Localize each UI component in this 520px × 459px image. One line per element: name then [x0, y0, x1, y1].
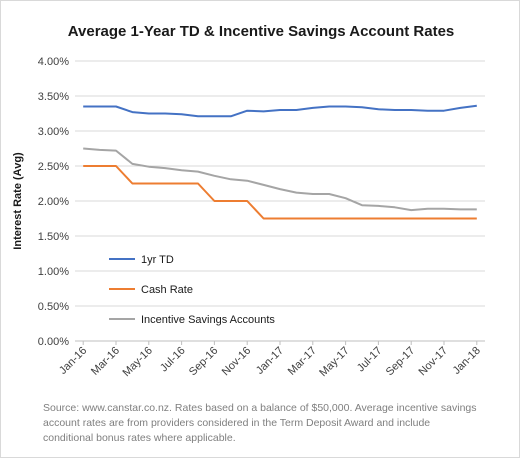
y-tick-label: 4.00% — [38, 56, 69, 68]
x-tick-label: Sep-17 — [384, 345, 418, 379]
source-note: Source: www.canstar.co.nz. Rates based o… — [43, 402, 477, 444]
y-tick-label: 0.00% — [38, 336, 69, 348]
x-tick-label: Nov-16 — [220, 345, 254, 379]
legend-label: Incentive Savings Accounts — [141, 314, 275, 326]
legend-label: Cash Rate — [141, 284, 193, 296]
y-axis-title: Interest Rate (Avg) — [12, 152, 24, 250]
series-lines — [83, 104, 477, 220]
legend: 1yr TD Cash Rate Incentive Savings Account… — [109, 254, 275, 326]
y-tick-label: 1.00% — [38, 266, 69, 278]
series-line — [83, 147, 477, 212]
y-tick-label: 2.00% — [38, 196, 69, 208]
y-tick-label: 3.50% — [38, 91, 69, 103]
x-tick-label: Mar-17 — [286, 345, 319, 378]
chart-title: Average 1-Year TD & Incentive Savings Ac… — [68, 23, 455, 40]
y-tick-label: 0.50% — [38, 301, 69, 313]
gridlines — [75, 60, 485, 342]
x-tick-label: May-16 — [120, 345, 154, 379]
series-line — [83, 104, 477, 118]
y-tick-label: 2.50% — [38, 161, 69, 173]
x-tick-label: Jul-17 — [355, 345, 385, 375]
y-tick-label: 1.50% — [38, 231, 69, 243]
x-tick-label: Jul-16 — [158, 345, 188, 375]
series-line — [83, 165, 477, 220]
legend-label: 1yr TD — [141, 254, 174, 266]
x-tick-label: Mar-16 — [89, 345, 122, 378]
x-tick-label: Jan-18 — [451, 345, 483, 377]
x-tick-label: Sep-16 — [187, 345, 221, 379]
x-tick-label: Jan-16 — [57, 345, 89, 377]
x-tick-label: Nov-17 — [417, 345, 451, 379]
y-axis-ticks: 0.00% 0.50% 1.00% 1.50% 2.00% 2.50% 3.00% 3.50%… — [38, 56, 69, 348]
y-tick-label: 3.00% — [38, 126, 69, 138]
x-tick-label: May-17 — [317, 345, 351, 379]
x-tick-label: Jan-17 — [254, 345, 286, 377]
